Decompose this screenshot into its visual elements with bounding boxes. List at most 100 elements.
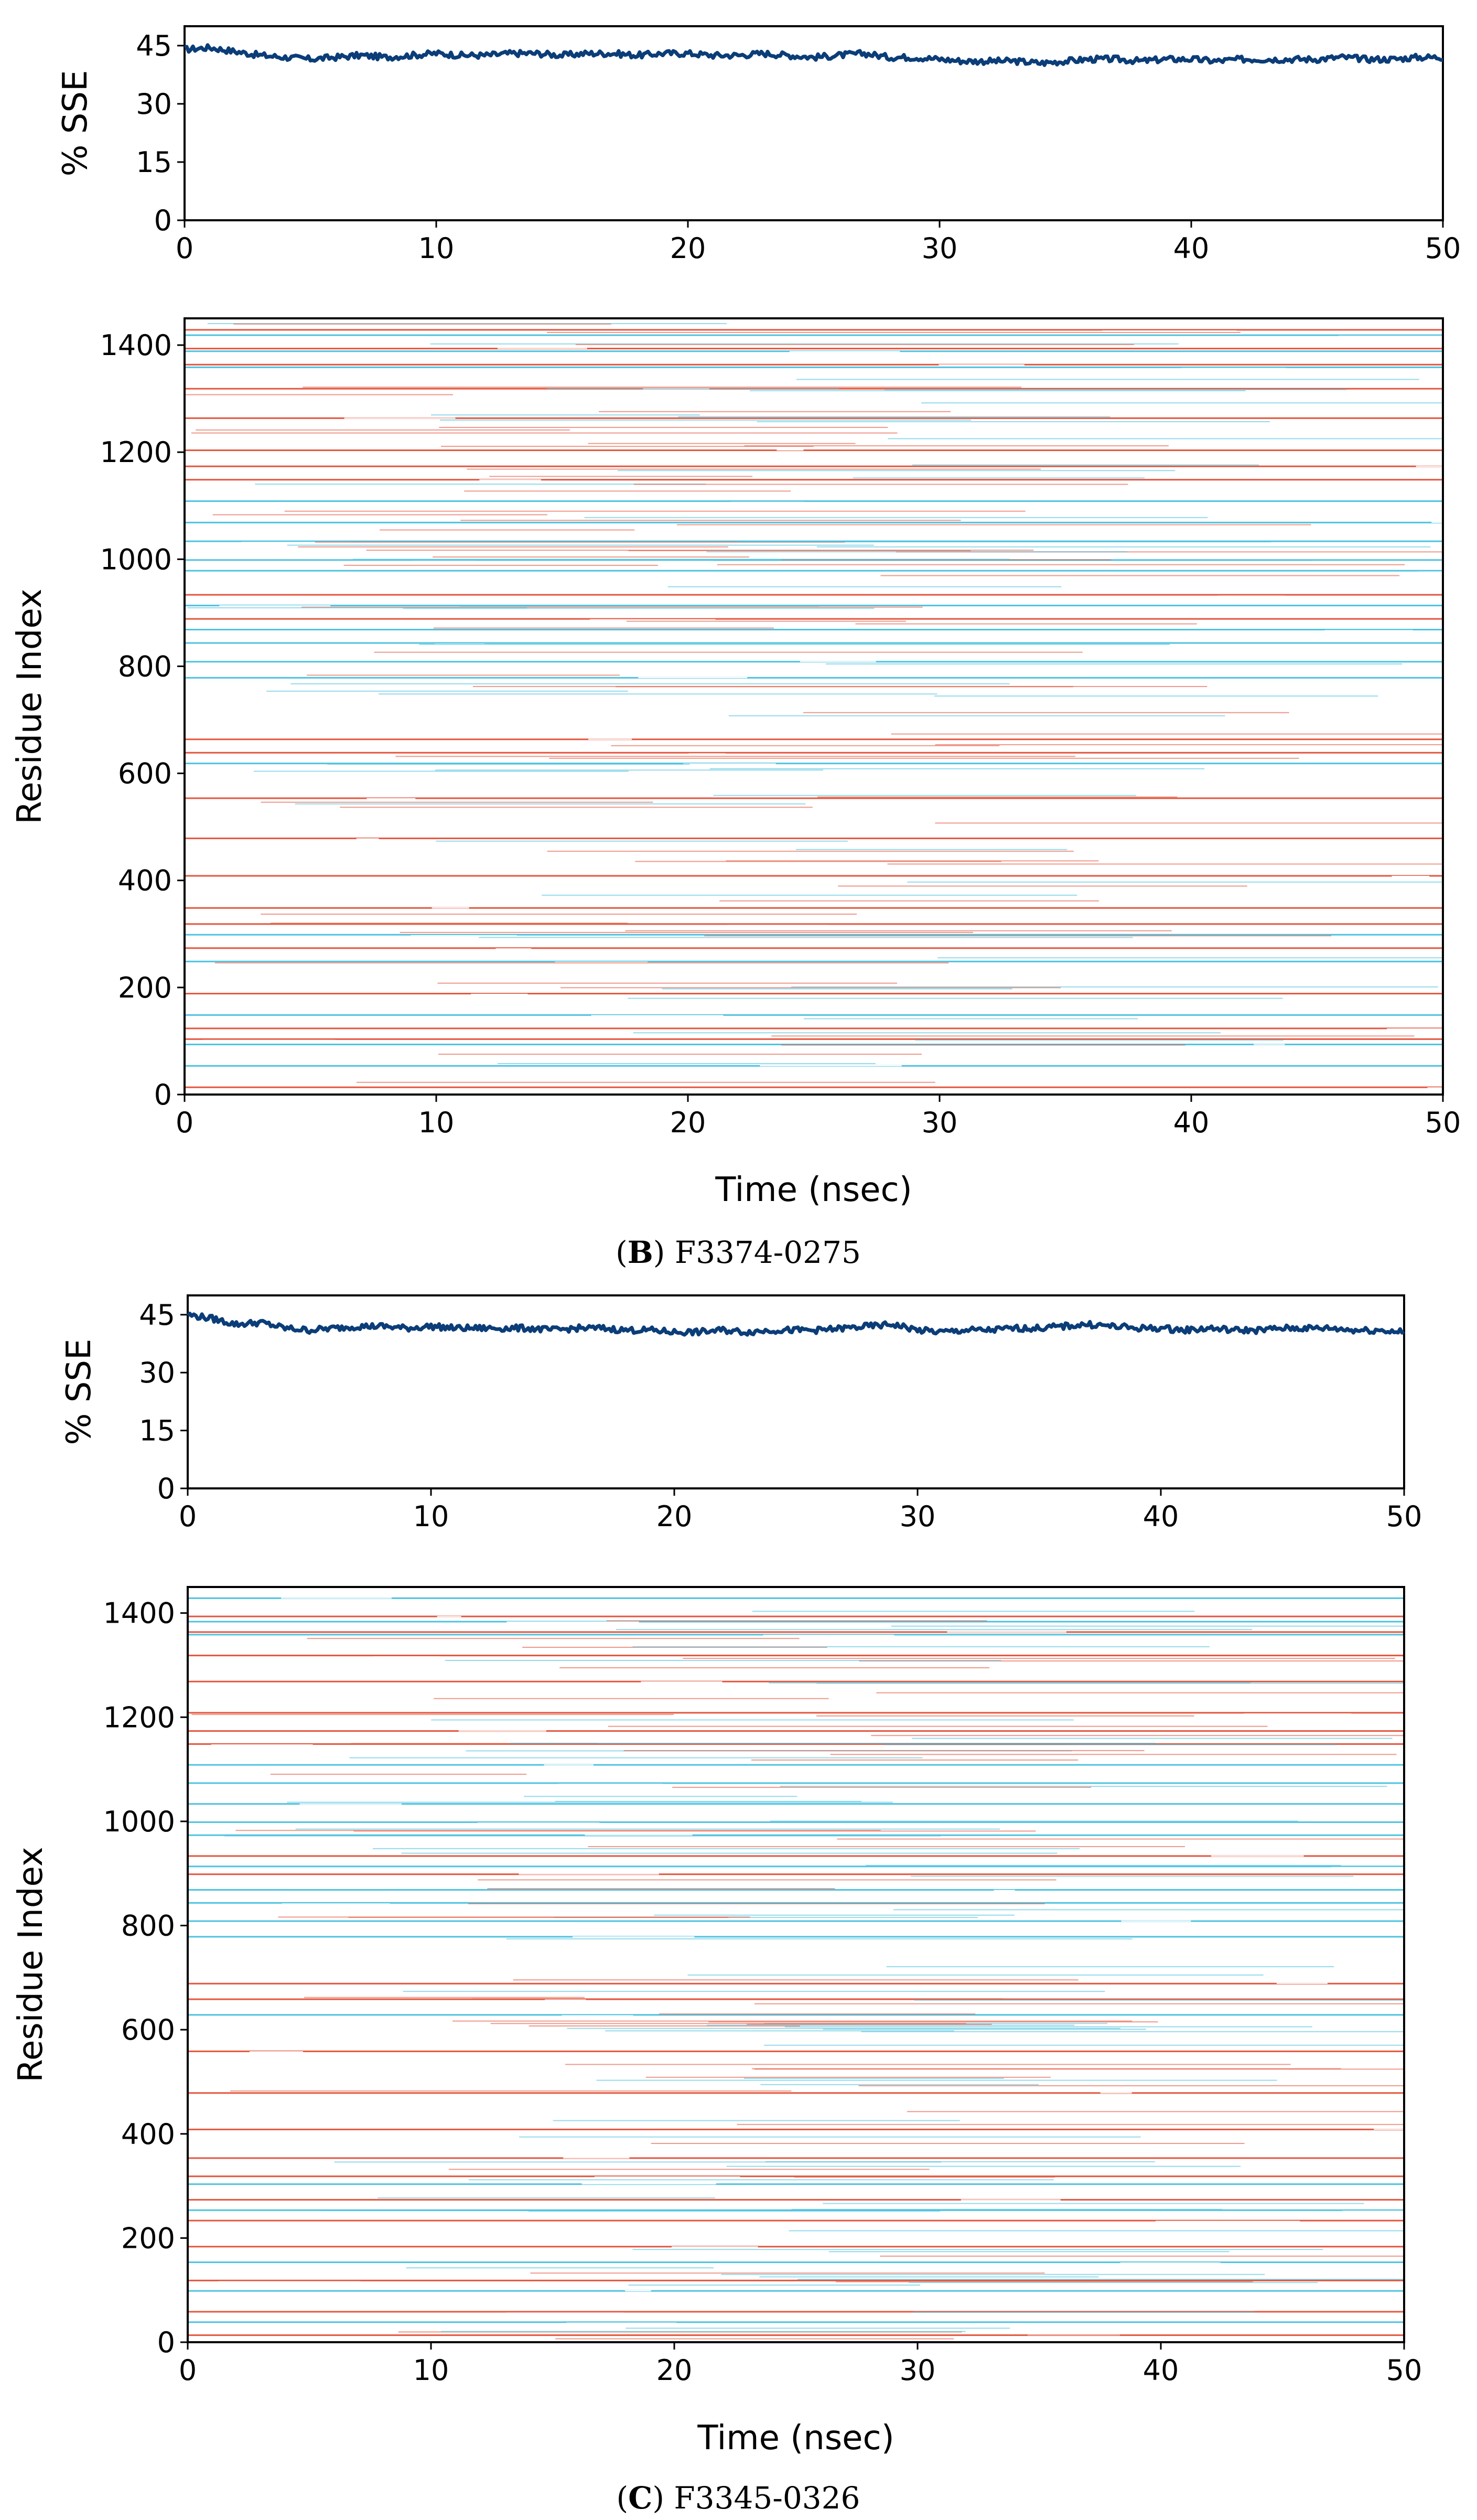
residue-plot-c-helix-band	[188, 1615, 1404, 1617]
residue-plot-c-strand-band	[188, 1597, 1404, 1599]
residue-plot-c-streak	[747, 2023, 992, 2025]
residue-plot-b-helix-band	[185, 838, 1443, 840]
residue-plot-b-gap	[219, 605, 331, 607]
residue-plot-c-streak	[555, 1800, 861, 1802]
residue-plot-c-streak	[651, 2143, 1245, 2144]
residue-plot-c-helix-band	[188, 1631, 1404, 1633]
residue-plot-c-streak	[559, 1667, 990, 1669]
residue-plot-b-streak	[599, 411, 951, 412]
residue-plot-c-streak	[871, 1735, 1404, 1736]
residue-plot-b-streak	[825, 663, 1403, 664]
sse-plot-b-ytick-label: 15	[136, 146, 172, 179]
residue-plot-c-gap	[1244, 1713, 1352, 1715]
residue-plot-c-gap	[250, 2051, 303, 2053]
residue-plot-b-streak	[440, 446, 814, 447]
residue-plot-b-strand-band	[185, 934, 1443, 936]
residue-plot-c-gap	[281, 1597, 392, 1599]
residue-plot-c-streak	[623, 1750, 1145, 1751]
residue-plot-c-streak	[596, 2079, 1277, 2081]
residue-plot-c-streak	[754, 2003, 1404, 2004]
residue-plot-c-streak	[672, 1787, 1092, 1788]
residue-plot-c-streak	[522, 1647, 827, 1648]
residue-plot-c-streak	[295, 1828, 1000, 1830]
residue-plot-b-streak	[921, 402, 1443, 404]
residue-plot-b-gap	[1427, 1087, 1443, 1089]
residue-plot-b-helix-band	[185, 348, 1443, 350]
sse-plot-c-xtick-label: 50	[1386, 1500, 1422, 1533]
residue-plot-c-streak	[760, 2084, 1039, 2085]
sse-plot-b-xtick-label: 0	[176, 232, 193, 265]
residue-plot-c-streak	[708, 2021, 1158, 2023]
sse-plot-c-xtick-label: 20	[656, 1500, 693, 1533]
residue-plot-b-gap	[1431, 522, 1443, 523]
residue-plot-c-streak	[334, 2161, 942, 2163]
residue-plot-c-gap	[477, 1822, 600, 1824]
residue-plot-c-streak	[353, 1830, 1036, 1832]
residue-plot-c-streak	[780, 1786, 1387, 1787]
residue-plot-b-streak	[575, 344, 1134, 345]
residue-plot-b-streak	[803, 712, 1289, 713]
sse-plot-b-ytick-label: 30	[136, 88, 172, 121]
residue-plot-c-streak	[859, 1660, 1404, 1662]
residue-plot-b-gap	[479, 479, 541, 481]
residue-plot-b-streak	[395, 756, 1075, 757]
residue-plot-c-streak	[307, 1638, 800, 1639]
residue-plot-b-gap	[939, 364, 1025, 366]
residue-plot-b-streak	[796, 379, 1419, 380]
residue-plot-b-xtick-label: 30	[922, 1106, 958, 1139]
residue-plot-c-strand-band	[188, 2290, 1404, 2292]
sse-plot-b-line	[184, 43, 1443, 67]
residue-plot-b-streak	[896, 551, 1443, 553]
residue-plot-c-streak	[487, 1888, 835, 1890]
residue-plot-b-gap	[683, 763, 776, 765]
residue-plot-c-ytick-label: 800	[121, 1910, 175, 1943]
residue-plot-c-streak	[406, 2267, 714, 2269]
residue-plot-c-streak	[519, 2136, 1141, 2138]
residue-plot-b-streak	[611, 745, 1000, 746]
residue-plot-c-streak	[403, 1991, 1105, 1992]
residue-plot-c-gap	[1156, 2221, 1300, 2222]
residue-plot-c-streak	[524, 1796, 797, 1797]
residue-plot-c-streak	[726, 2165, 1241, 2167]
residue-plot-c-streak	[605, 2030, 955, 2032]
residue-plot-c-streak	[431, 1719, 1074, 1721]
residue-plot-c-helix-band	[188, 2050, 1404, 2052]
residue-plot-b-streak	[713, 795, 1137, 796]
residue-plot-b-streak	[934, 695, 1378, 697]
residue-plot-b-helix-band	[185, 923, 1443, 925]
residue-plot-b-streak	[749, 390, 1246, 391]
residue-plot-c-streak	[654, 1914, 1015, 1916]
residue-plot-b-streak	[431, 414, 700, 416]
residue-plot-b-streak	[352, 559, 1010, 560]
residue-plot-c-gap	[519, 1873, 659, 1875]
residue-plot-c-helix-band	[188, 1712, 1404, 1714]
residue-plot-b-streak	[266, 690, 628, 692]
residue-plot-c-streak	[876, 1692, 1404, 1693]
residue-plot-b-streak	[547, 332, 1241, 334]
residue-plot-c-streak	[912, 1738, 1393, 1739]
residue-plot-c-gap	[544, 1764, 594, 1766]
residue-plot-c-streak	[608, 1725, 1268, 1727]
residue-plot-b-streak	[464, 490, 791, 492]
sse-plot-b-xtick-label: 40	[1173, 232, 1210, 265]
residue-plot-c-helix-band	[188, 2128, 1404, 2130]
residue-plot-c-xtick-label: 40	[1143, 2354, 1179, 2387]
residue-plot-c-strand-band	[188, 1764, 1404, 1766]
residue-plot-b-streak	[435, 769, 823, 771]
residue-plot-b-streak	[290, 683, 1010, 684]
residue-plot-b-gap	[1418, 571, 1443, 573]
residue-plot-c-streak	[913, 2311, 1255, 2313]
residue-plot-b-strand-band	[185, 629, 1443, 630]
residue-plot-b-streak	[912, 464, 1259, 466]
residue-plot-b-strand-band	[185, 334, 1443, 336]
residue-plot-c-xlabel: Time (nsec)	[697, 2419, 894, 2458]
residue-plot-b-streak	[440, 419, 972, 421]
residue-plot-c-streak	[752, 1611, 1195, 1612]
residue-plot-c-helix-band	[188, 2311, 1404, 2313]
sse-plot-b-xtick-label: 20	[670, 232, 706, 265]
residue-plot-b-streak	[633, 484, 1128, 485]
residue-plot-b-helix-band	[185, 417, 1443, 419]
residue-plot-b-gap	[1392, 876, 1430, 877]
residue-plot-c-helix-band	[188, 2175, 1404, 2178]
